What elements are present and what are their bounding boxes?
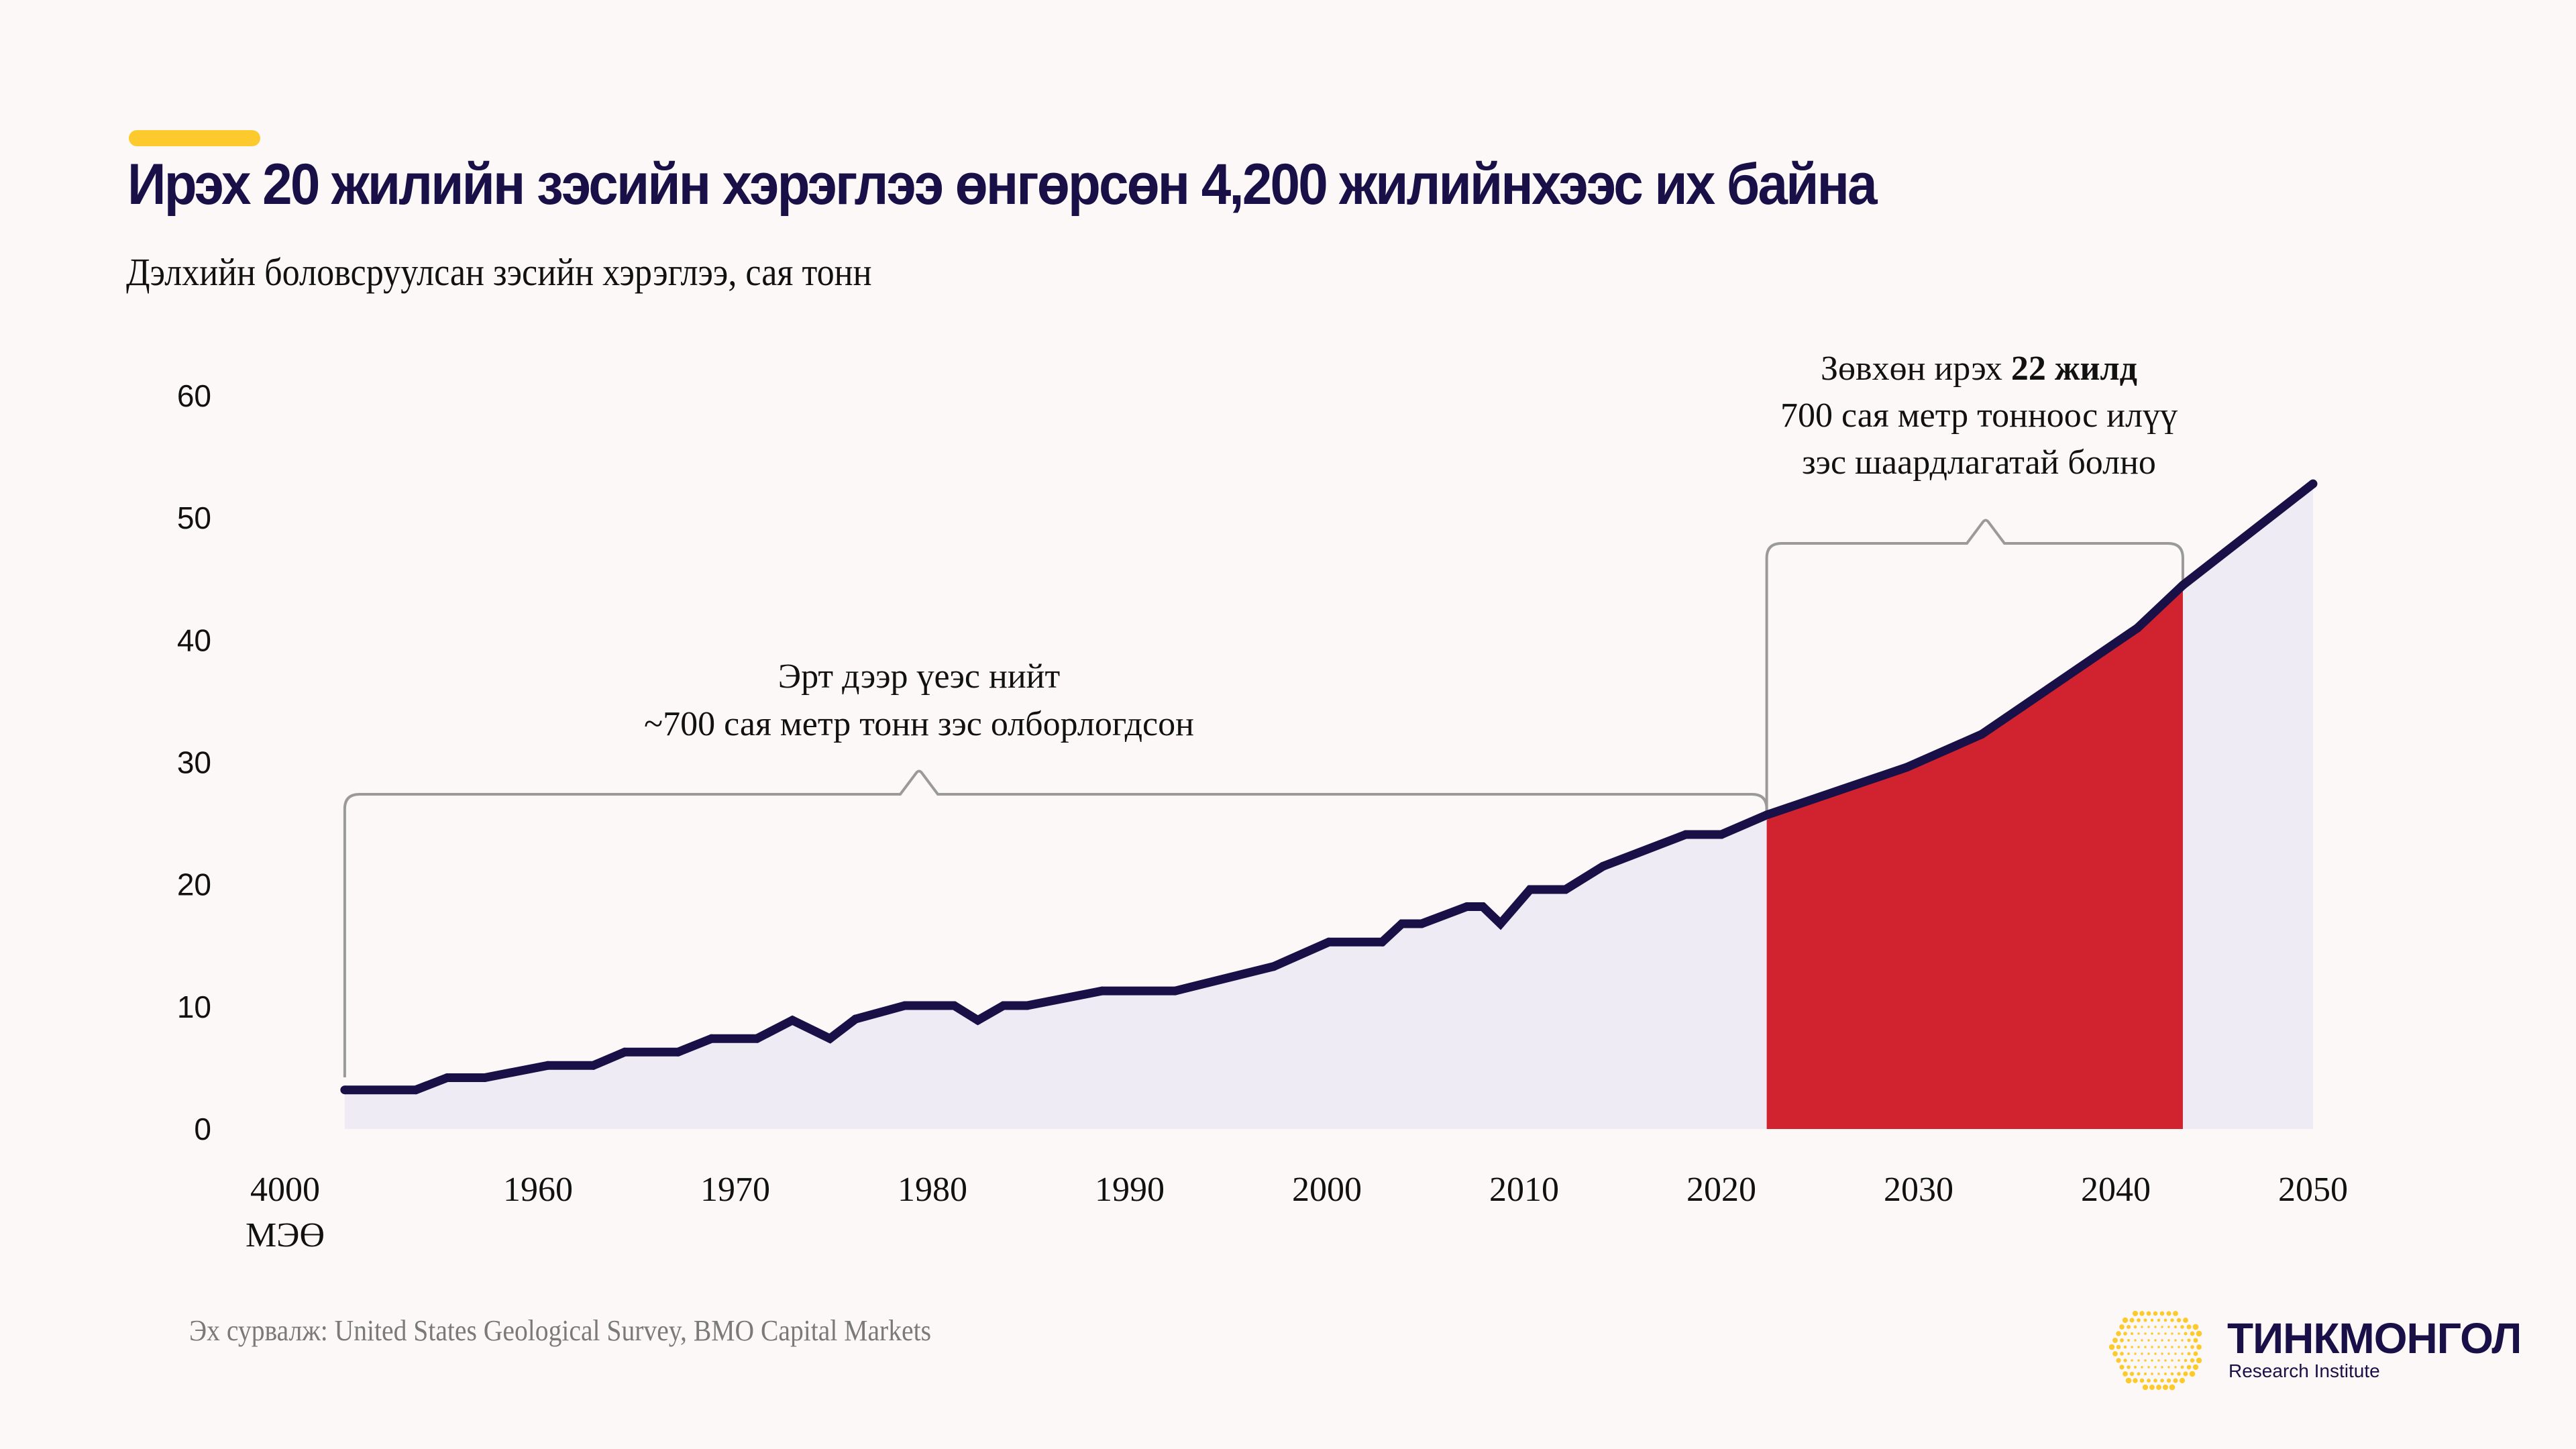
- annotation-future-line3: зэс шаардлагатай болно: [1802, 443, 2156, 482]
- data-point: [2308, 479, 2318, 488]
- data-point: [707, 1034, 716, 1043]
- y-tick-label: 40: [177, 623, 211, 657]
- y-tick-label: 60: [177, 378, 211, 413]
- data-point: [588, 1061, 598, 1070]
- highlight-area: [1766, 585, 2183, 1129]
- data-point: [1377, 937, 1387, 947]
- annotation-past-line1: Эрт дээр үеэс нийт: [778, 657, 1060, 696]
- data-point: [1171, 986, 1180, 996]
- x-axis: 4000 МЭӨ 1960 1970 1980 1990 2000 2010 2020 2030 2…: [246, 1171, 2348, 1254]
- x-tick-label: 2040: [2081, 1171, 2151, 1209]
- x-tick-label: 2010: [1489, 1171, 1559, 1209]
- data-point: [973, 1016, 983, 1025]
- x-tick-label: 2020: [1686, 1171, 1756, 1209]
- logo: ТИНКМОНГОЛ Research Institute: [2106, 1301, 2536, 1395]
- x-tick-label: 1970: [700, 1171, 770, 1209]
- chart-title: Ирэх 20 жилийн зэсийн хэрэглээ өнгөрсөн …: [127, 152, 1878, 217]
- y-axis: 0 10 20 30 40 50 60: [177, 378, 211, 1146]
- data-point: [1717, 830, 1726, 839]
- data-point: [1269, 962, 1279, 971]
- data-point: [411, 1085, 421, 1095]
- data-point: [1496, 919, 1505, 928]
- data-point: [1462, 902, 1472, 911]
- x-tick-label: 1990: [1095, 1171, 1165, 1209]
- hexagon-dots-icon: [2108, 1310, 2202, 1391]
- data-point: [999, 1001, 1008, 1010]
- data-point: [1525, 885, 1535, 894]
- data-point: [825, 1034, 835, 1043]
- y-tick-label: 10: [177, 989, 211, 1024]
- logo-name: ТИНКМОНГОЛ: [2227, 1314, 2522, 1362]
- data-point: [480, 1073, 490, 1082]
- x-tick-label: 2050: [2278, 1171, 2348, 1209]
- x-tick-label: 4000: [250, 1171, 320, 1209]
- chart-subtitle: Дэлхийн боловсруулсан зэсийн хэрэглээ, с…: [126, 250, 872, 294]
- data-point: [2133, 623, 2142, 633]
- annotation-future-line1: Зөвхөн ирэх 22 жилд: [1821, 350, 2137, 388]
- data-point: [340, 1085, 350, 1095]
- data-point: [443, 1073, 452, 1082]
- bracket-past: [343, 769, 1768, 1077]
- data-point: [788, 1016, 797, 1025]
- data-point: [1478, 902, 1487, 911]
- annotation-past-line2: ~700 сая метр тонн зэс олборлогдсон: [644, 705, 1194, 743]
- data-point: [1977, 730, 1986, 739]
- data-point: [543, 1061, 553, 1070]
- x-tick-label: 2000: [1292, 1171, 1362, 1209]
- data-point: [1324, 937, 1334, 947]
- data-point: [1561, 885, 1570, 894]
- data-point: [620, 1047, 629, 1057]
- bracket-future: [1765, 519, 2184, 820]
- data-point: [1681, 830, 1690, 839]
- logo-subtitle: Research Institute: [2229, 1360, 2380, 1381]
- data-point: [752, 1034, 761, 1043]
- data-point: [674, 1047, 683, 1057]
- accent-bar: [129, 130, 260, 146]
- data-point: [1902, 763, 1911, 772]
- x-tick-label: 1980: [898, 1171, 967, 1209]
- data-point: [1599, 861, 1608, 871]
- x-tick-label: 1960: [503, 1171, 573, 1209]
- data-point: [2178, 580, 2188, 590]
- y-tick-label: 0: [194, 1112, 211, 1146]
- annotation-future-bold: 22 жилд: [2011, 350, 2137, 388]
- data-point: [1097, 986, 1107, 996]
- source-note: Эх сурвалж: United States Geological Sur…: [189, 1314, 932, 1347]
- y-tick-label: 50: [177, 500, 211, 535]
- annotation-future-line2: 700 сая метр тонноос илүү: [1780, 396, 2178, 435]
- x-tick-sublabel: МЭӨ: [246, 1216, 325, 1254]
- x-tick-label: 2030: [1884, 1171, 1953, 1209]
- data-points: [340, 479, 2318, 1095]
- data-point: [1397, 919, 1407, 928]
- data-point: [1417, 919, 1426, 928]
- data-point: [851, 1014, 860, 1024]
- data-point: [1762, 810, 1772, 820]
- y-tick-label: 30: [177, 745, 211, 780]
- data-point: [1022, 1001, 1032, 1010]
- annotation-future-regular: Зөвхөн ирэх: [1821, 350, 2011, 388]
- data-point: [949, 1001, 959, 1010]
- y-tick-label: 20: [177, 867, 211, 902]
- data-point: [900, 1001, 910, 1010]
